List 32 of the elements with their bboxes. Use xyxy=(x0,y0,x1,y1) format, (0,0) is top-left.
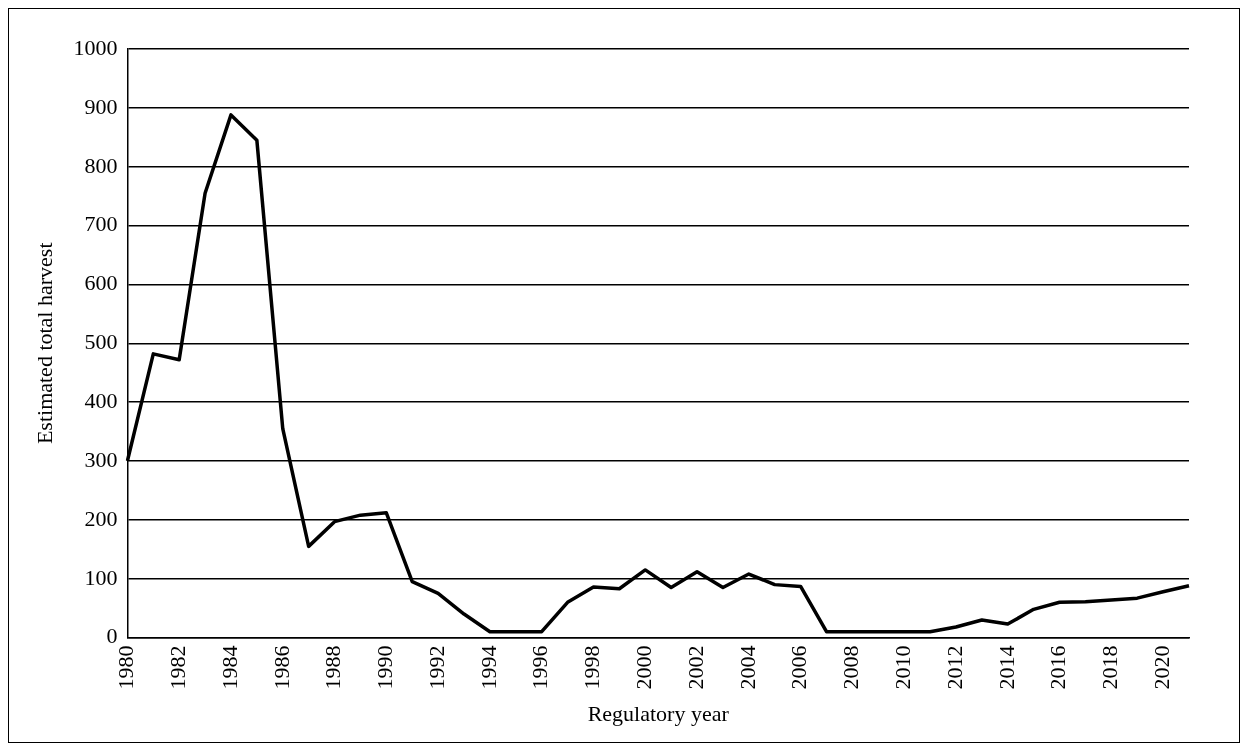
x-tick-label: 2014 xyxy=(993,645,1019,690)
y-tick-label: 1000 xyxy=(73,34,118,60)
x-tick-label: 2006 xyxy=(786,645,812,690)
y-tick-label: 200 xyxy=(84,505,118,531)
y-tick-label: 100 xyxy=(84,564,118,590)
x-tick-label: 2018 xyxy=(1097,645,1123,690)
y-tick-label: 900 xyxy=(84,93,118,119)
y-tick-label: 500 xyxy=(84,329,118,355)
x-tick-label: 2020 xyxy=(1148,645,1174,690)
x-tick-label: 1998 xyxy=(579,645,605,690)
x-tick-label: 1994 xyxy=(475,645,501,690)
x-tick-label: 2004 xyxy=(734,645,760,690)
x-tick-label: 2012 xyxy=(941,645,967,690)
x-tick-label: 2002 xyxy=(682,645,708,690)
y-tick-label: 700 xyxy=(84,211,118,237)
x-axis-title: Regulatory year xyxy=(587,700,730,726)
x-tick-label: 1982 xyxy=(164,645,190,690)
y-tick-label: 600 xyxy=(84,270,118,296)
y-tick-label: 800 xyxy=(84,152,118,178)
x-tick-label: 2016 xyxy=(1045,645,1071,690)
x-tick-label: 1996 xyxy=(527,645,553,690)
x-tick-label: 2000 xyxy=(631,645,657,690)
x-tick-label: 1992 xyxy=(423,645,449,690)
y-tick-label: 400 xyxy=(84,387,118,413)
y-axis-title: Estimated total harvest xyxy=(31,242,57,445)
x-tick-label: 1988 xyxy=(320,645,346,690)
y-tick-label: 300 xyxy=(84,446,118,472)
x-tick-label: 1986 xyxy=(268,645,294,690)
x-tick-label: 2008 xyxy=(838,645,864,690)
x-tick-label: 1990 xyxy=(372,645,398,690)
x-tick-label: 2010 xyxy=(889,645,915,690)
x-tick-label: 1984 xyxy=(216,645,242,690)
